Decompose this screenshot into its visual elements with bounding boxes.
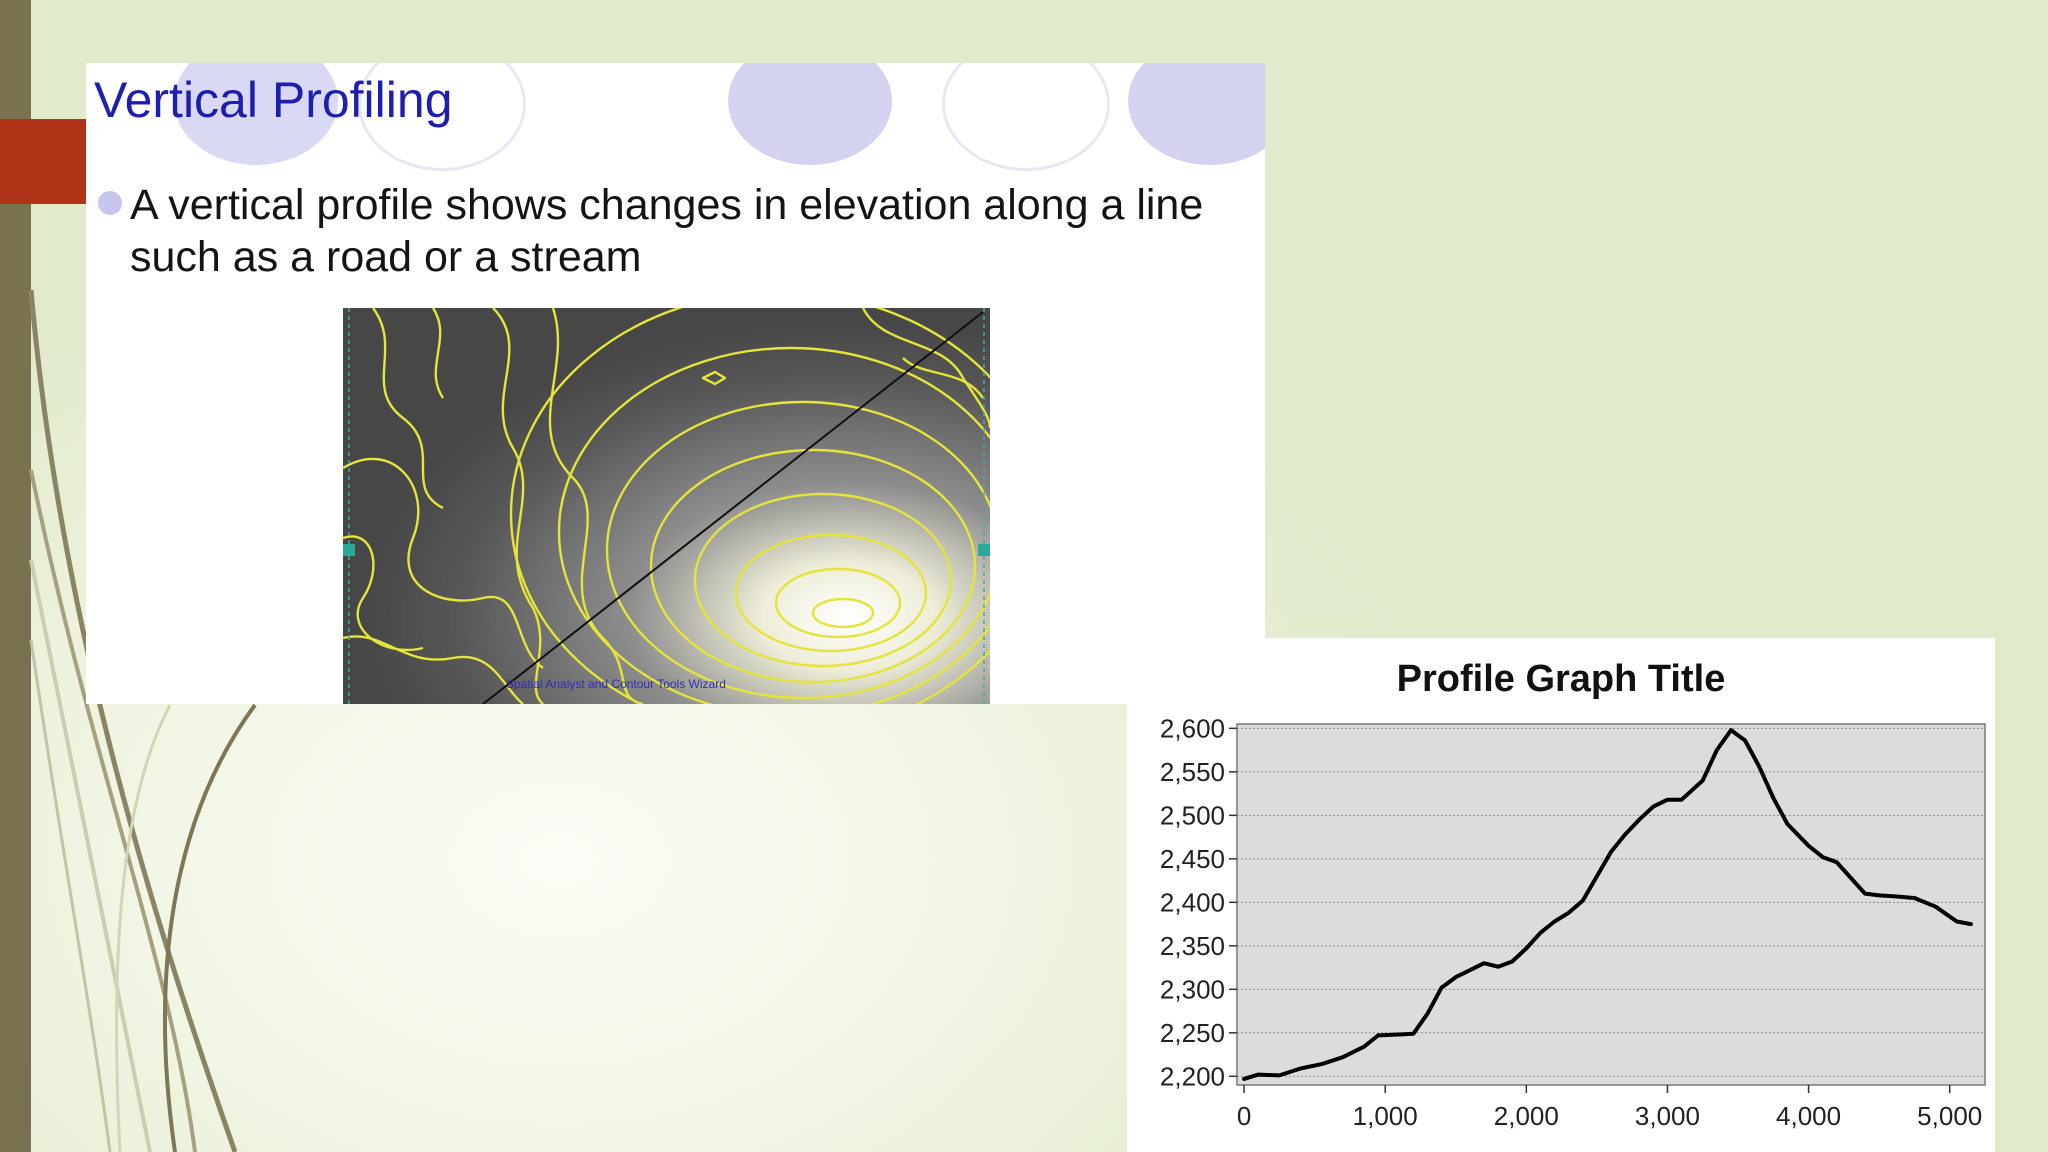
x-tick-label: 4,000 <box>1776 1101 1841 1131</box>
chart-title: Profile Graph Title <box>1396 658 1726 700</box>
y-tick-label: 2,550 <box>1160 757 1225 787</box>
y-tick-label: 2,450 <box>1160 844 1225 874</box>
profile-graph: 2,200 2,250 2,300 2,350 2,400 2,450 2,500 2,550… <box>1160 713 1986 1131</box>
deco-circle <box>1128 63 1265 165</box>
y-tick-label: 2,300 <box>1160 974 1225 1004</box>
slide-panel: Vertical Profiling A vertical profile sh… <box>86 63 1265 704</box>
deco-circle <box>728 63 892 165</box>
y-tick-label: 2,200 <box>1160 1061 1225 1091</box>
plot-area <box>1236 723 1986 1086</box>
deco-circle <box>174 63 338 165</box>
bullet-text: A vertical profile shows changes in elev… <box>130 181 1204 281</box>
y-tick-label: 2,350 <box>1160 931 1225 961</box>
y-tick-label: 2,250 <box>1160 1018 1225 1048</box>
bullet-icon <box>98 191 122 215</box>
deco-circle <box>942 63 1110 171</box>
y-tick-label: 2,400 <box>1160 887 1225 917</box>
y-tick-label: 2,500 <box>1160 800 1225 830</box>
red-accent-tab <box>0 119 86 204</box>
x-tick-label: 2,000 <box>1494 1101 1559 1131</box>
decorative-curves <box>28 289 257 1152</box>
profile-line <box>1242 728 1973 1081</box>
slide-title: Vertical Profiling <box>94 72 453 128</box>
profile-chart-panel: Profile Graph Title 2,200 2,250 2,300 2,350… <box>1127 638 1995 1152</box>
y-tick-label: 2,600 <box>1160 713 1225 743</box>
contour-map-image <box>343 308 990 704</box>
x-tick-label: 1,000 <box>1353 1101 1418 1131</box>
x-tick-label: 0 <box>1237 1101 1251 1131</box>
x-tick-label: 5,000 <box>1917 1101 1982 1131</box>
map-credit-text: Spatial Analyst and Contour Tools Wizard <box>506 677 726 691</box>
x-tick-label: 3,000 <box>1635 1101 1700 1131</box>
